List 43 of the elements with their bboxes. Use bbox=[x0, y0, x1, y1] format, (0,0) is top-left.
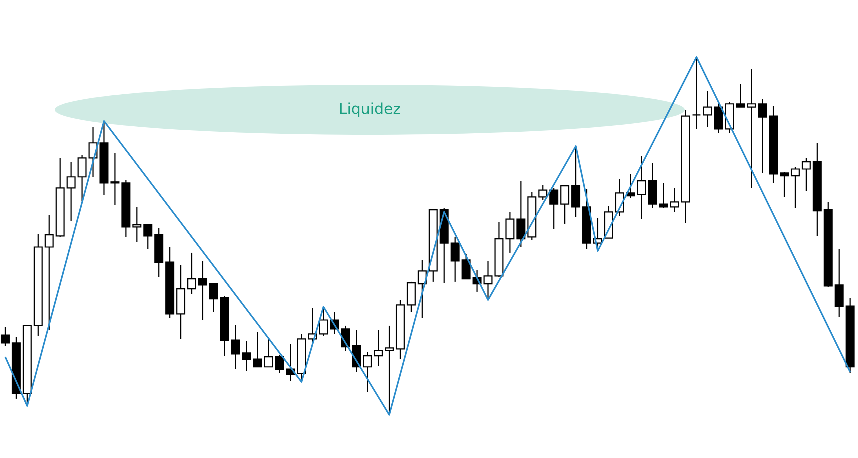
candlestick bbox=[790, 166, 800, 209]
candlestick bbox=[758, 98, 768, 174]
candlestick bbox=[132, 206, 142, 243]
candlestick bbox=[692, 56, 702, 130]
candlestick bbox=[648, 162, 658, 209]
candlestick bbox=[406, 281, 416, 313]
candlestick bbox=[275, 354, 284, 374]
candlestick bbox=[550, 188, 559, 230]
candlestick bbox=[670, 188, 680, 213]
candlestick bbox=[231, 324, 240, 370]
candlestick bbox=[264, 336, 274, 368]
candlestick bbox=[374, 330, 384, 367]
candlestick bbox=[659, 182, 668, 209]
candlestick bbox=[253, 331, 262, 368]
candlestick bbox=[637, 156, 646, 220]
candlestick bbox=[44, 214, 54, 331]
candlestick bbox=[736, 84, 746, 108]
candlestick bbox=[560, 184, 570, 225]
candlestick bbox=[450, 236, 460, 283]
candlestick bbox=[834, 248, 844, 318]
candlestick bbox=[780, 172, 789, 198]
candlestick bbox=[714, 102, 724, 134]
annotation: Liquidez bbox=[340, 102, 400, 118]
candlestick bbox=[144, 223, 153, 250]
candlestick bbox=[0, 326, 10, 347]
candlestick bbox=[198, 260, 208, 321]
candlestick bbox=[703, 90, 712, 128]
candlestick bbox=[626, 174, 636, 199]
candlestick bbox=[506, 212, 515, 254]
candlestick bbox=[385, 325, 394, 416]
candlestick bbox=[462, 253, 471, 280]
candlestick bbox=[363, 352, 372, 393]
candlestick bbox=[538, 184, 548, 201]
candlestick bbox=[516, 180, 526, 248]
candlestick bbox=[802, 158, 811, 192]
candlestick bbox=[242, 340, 252, 372]
candlestick bbox=[418, 260, 427, 319]
candlestick bbox=[209, 282, 218, 313]
candlestick bbox=[78, 154, 87, 202]
candlestick bbox=[110, 152, 120, 206]
candlestick bbox=[66, 162, 76, 222]
candlestick bbox=[747, 68, 756, 189]
candlestick bbox=[188, 252, 197, 295]
